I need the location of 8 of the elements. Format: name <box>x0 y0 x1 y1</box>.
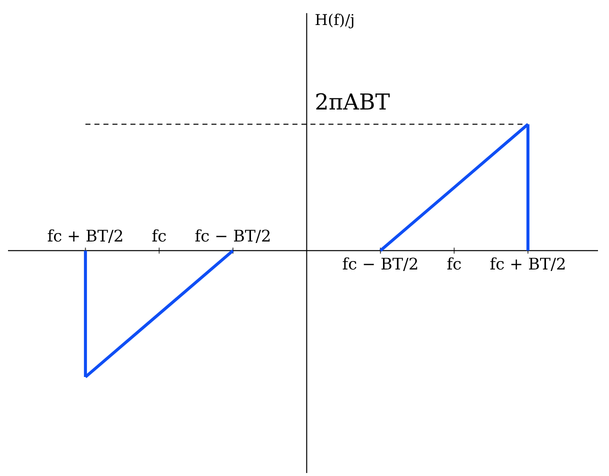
x-tick-label: fc − BT/2 <box>194 226 272 246</box>
x-tick-label: fc <box>446 254 462 274</box>
text: H(f)/j <box>314 11 355 30</box>
x-tick-label: fc <box>152 226 167 246</box>
x-tick-label: fc + BT/2 <box>490 254 566 274</box>
x-tick-label: fc − BT/2 <box>342 254 419 274</box>
ref-line-label: 2πABT <box>314 90 390 116</box>
x-tick-label: fc + BT/2 <box>47 226 124 246</box>
